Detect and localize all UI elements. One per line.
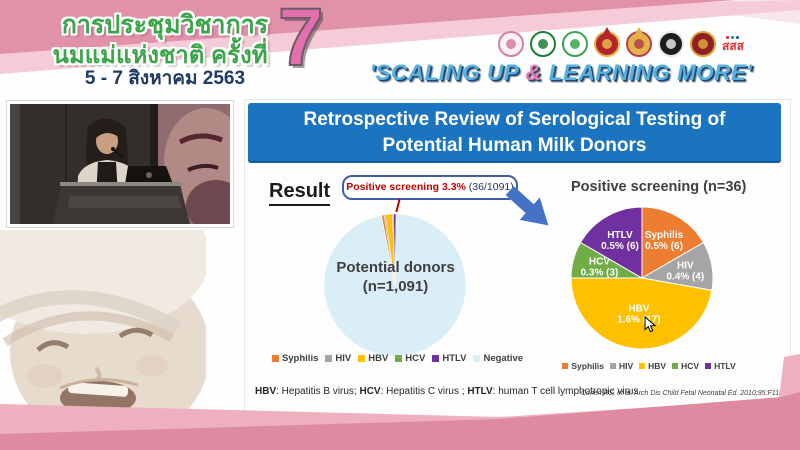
- legend-item-negative: Negative: [473, 353, 523, 364]
- positive-screening-pie-chart: Syphilis 0.5% (6) HIV 0.4% (4) HBV 1.6% (17) H…: [570, 206, 714, 350]
- slide-title-banner: Retrospective Review of Serological Test…: [248, 103, 781, 163]
- black-emblem-society-logo: [658, 31, 684, 57]
- legend-label: Syphilis: [571, 361, 604, 371]
- footnote-part: : Hepatitis C virus ;: [380, 386, 468, 397]
- legend-swatch: [325, 355, 333, 362]
- legend-item-hbv: HBV: [639, 361, 666, 371]
- legend-swatch: [432, 355, 440, 362]
- tagline-open: 'SCALING UP: [369, 60, 526, 85]
- partner-logos: สสส: [498, 27, 744, 60]
- positive-screening-title: Positive screening (n=36): [571, 179, 747, 195]
- potential-donors-label-line1: Potential donors: [336, 259, 455, 276]
- legend-swatch: [358, 355, 366, 362]
- edition-number: 7: [277, 0, 325, 83]
- thaihealth-logo: สสส: [722, 36, 744, 52]
- presenter-video-feed: [10, 104, 248, 232]
- legend-label: Negative: [483, 353, 524, 364]
- footnote-part: HCV: [359, 386, 381, 397]
- conference-tagline: 'SCALING UP & LEARNING MORE': [325, 60, 797, 86]
- legend-item-hiv: HIV: [609, 361, 634, 371]
- pie-label-syphilis: Syphilis 0.5% (6): [645, 230, 684, 252]
- potential-donors-label-line2: (n=1,091): [362, 278, 429, 295]
- slide-footnote: HBV: Hepatitis B virus; HCV: Hepatitis C…: [255, 386, 639, 397]
- slide-citation: Cohen RS, et al. Arch Dis Child Fetal Ne…: [581, 390, 800, 397]
- legend-label: HTLV: [714, 361, 736, 371]
- legend-label: HIV: [335, 353, 352, 364]
- legend-item-htlv: HTLV: [705, 361, 736, 371]
- left-pie-legend: Syphilis HIV HBV HCV HTLV Negative: [260, 353, 535, 364]
- podium: [52, 182, 190, 224]
- tagline-close: LEARNING MORE': [541, 60, 753, 85]
- legend-label: Syphilis: [281, 353, 319, 364]
- pie-slice-syphilis: [641, 206, 705, 279]
- footnote-part: HTLV: [467, 386, 493, 397]
- pie-label-hcv: HCV 0.3% (3): [581, 257, 619, 279]
- laptop: [125, 166, 173, 184]
- positive-screening-callout: Positive screening 3.3% (36/1091): [342, 175, 518, 200]
- slide: Retrospective Review of Serological Test…: [245, 100, 800, 432]
- royal-institute-gold-crest-logo: [626, 27, 652, 57]
- legend-swatch: [395, 355, 403, 362]
- legend-label: HBV: [368, 353, 389, 364]
- slide-title: Retrospective Review of Serological Test…: [303, 109, 726, 156]
- callout-leader-line: [395, 198, 401, 213]
- legend-item-hcv: HCV: [672, 361, 699, 371]
- legend-swatch: [473, 355, 481, 362]
- legend-swatch: [271, 355, 279, 362]
- dark-red-crest-logo: [690, 31, 716, 57]
- pie-label-htlv: HTLV 0.5% (6): [601, 230, 639, 252]
- pie-slice-hbv: [570, 277, 713, 350]
- conference-title-line2: นมแม่แห่งชาติ ครั้งที่: [52, 42, 268, 69]
- legend-label: HBV: [648, 361, 667, 371]
- callout-highlight: Positive screening 3.3%: [346, 181, 466, 193]
- pie-label-hiv: HIV 0.4% (4): [666, 260, 704, 282]
- royal-college-red-gold-crest-logo: [594, 27, 620, 57]
- mouse-cursor: [644, 316, 657, 333]
- legend-item-syphilis: Syphilis: [562, 361, 604, 371]
- baby-photo-background: [0, 230, 248, 436]
- legend-item-hbv: HBV: [358, 353, 388, 364]
- right-pie-legend: Syphilis HIV HBV HCV HTLV: [562, 361, 736, 371]
- tagline-ampersand: &: [525, 60, 542, 85]
- potential-donors-label: Potential donors (n=1,091): [318, 258, 473, 296]
- result-label: Result: [269, 180, 331, 206]
- arrow-right-down-icon: [505, 186, 549, 226]
- legend-label: HCV: [405, 353, 426, 364]
- potential-donors-pie-chart: [323, 213, 467, 357]
- legend-item-syphilis: Syphilis: [271, 353, 319, 364]
- legend-label: HIV: [618, 361, 634, 371]
- legend-label: HCV: [681, 361, 700, 371]
- green-health-department-logo: [530, 31, 556, 57]
- legend-swatch: [639, 363, 646, 369]
- conference-dates: 5 - 7 สิงหาคม 2563: [84, 68, 246, 89]
- legend-label: HTLV: [442, 353, 467, 364]
- pie-slice-htlv: [579, 206, 643, 279]
- footnote-part: HBV: [255, 386, 277, 397]
- footnote-part: : human T cell lymphotropic virus: [492, 386, 639, 397]
- presenter-video: [7, 101, 248, 232]
- legend-item-hcv: HCV: [395, 353, 425, 364]
- footnote-part: : Hepatitis B virus;: [276, 386, 360, 397]
- green-medical-society-logo: [562, 31, 588, 57]
- pie-label-hbv: HBV 1.6% (17): [617, 303, 660, 325]
- legend-swatch: [562, 363, 569, 369]
- conference-title-line1: การประชุมวิชาการ: [61, 11, 269, 39]
- callout-detail: (36/1091): [465, 181, 514, 193]
- legend-item-htlv: HTLV: [432, 353, 466, 364]
- breastfeeding-foundation-logo: [498, 31, 524, 57]
- legend-swatch: [705, 363, 712, 369]
- legend-item-hiv: HIV: [325, 353, 351, 364]
- legend-swatch: [609, 363, 616, 369]
- legend-swatch: [672, 363, 679, 369]
